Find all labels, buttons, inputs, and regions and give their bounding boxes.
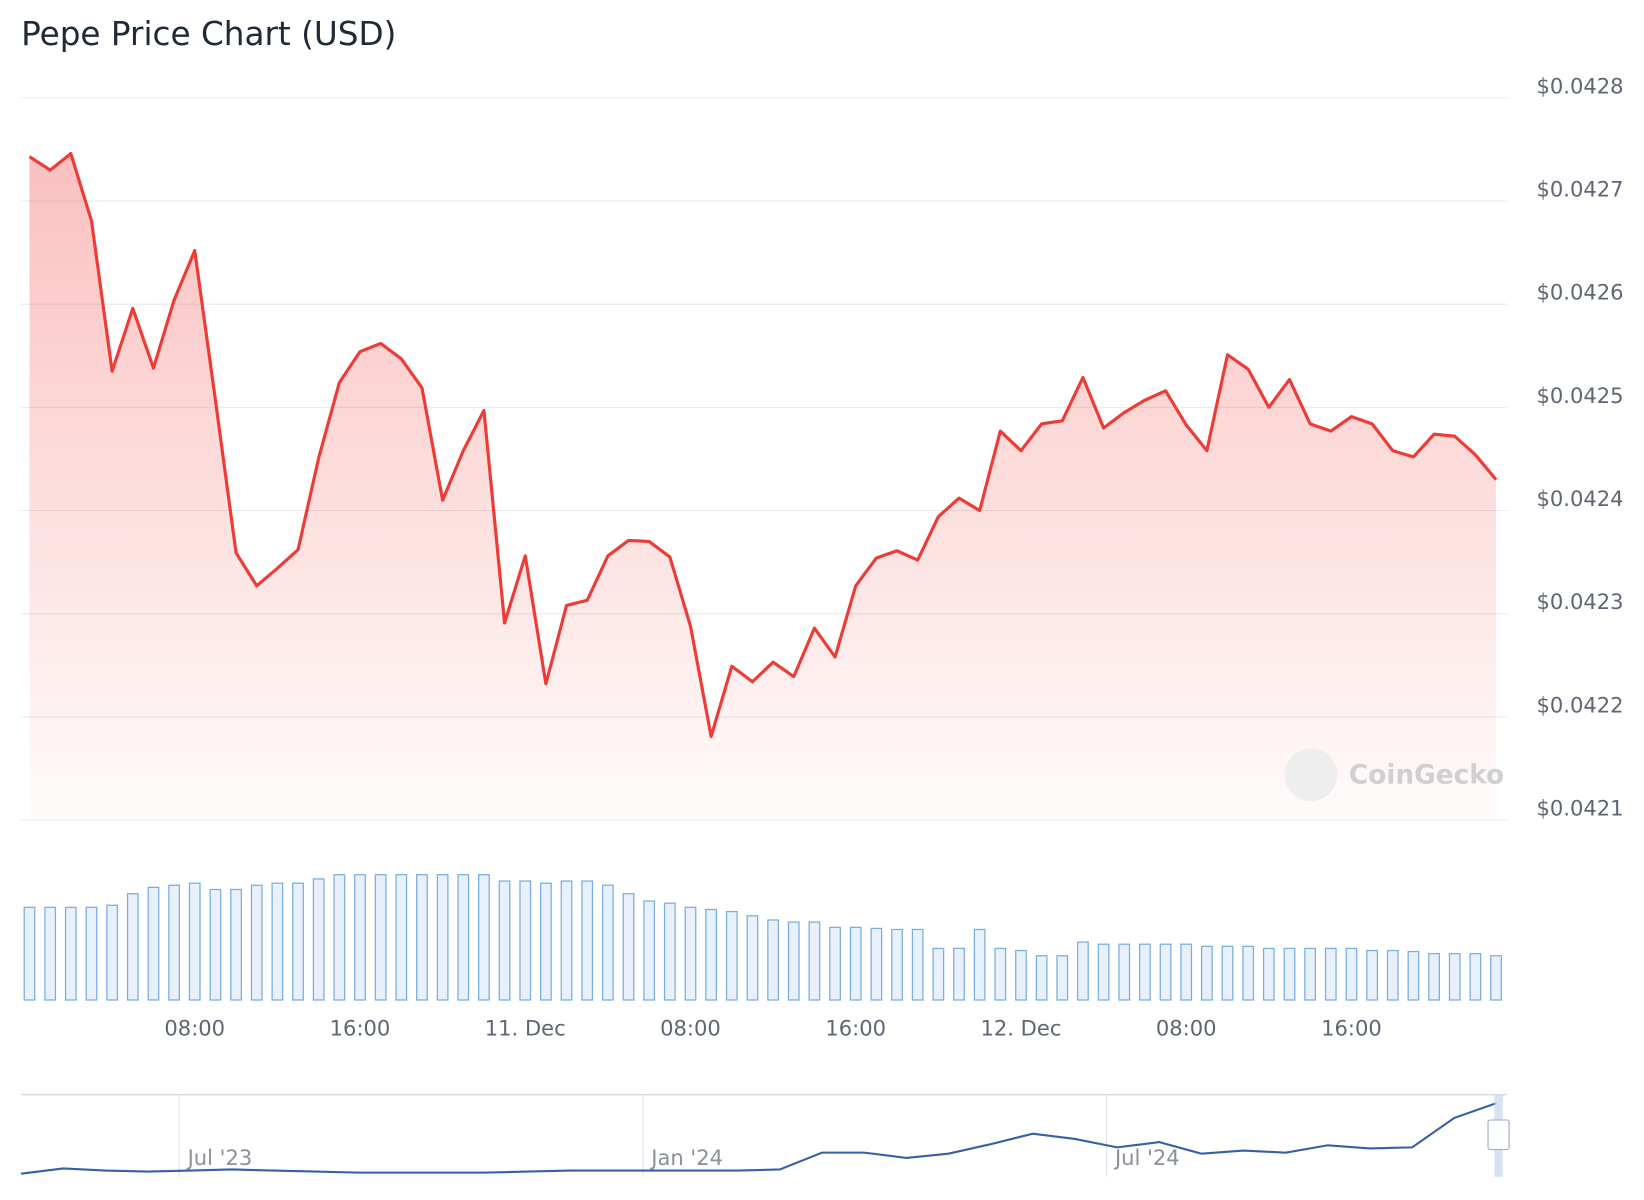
volume-bar <box>188 882 201 1001</box>
navigator-label: Jul '23 <box>186 1145 253 1170</box>
navigator-label: Jul '24 <box>1113 1145 1180 1170</box>
volume-bar <box>870 927 883 1001</box>
volume-bar <box>643 900 656 1001</box>
volume-bar <box>787 921 800 1001</box>
volume-bar <box>767 919 780 1001</box>
volume-bar <box>498 880 511 1001</box>
volume-bar <box>1262 947 1275 1001</box>
volume-bar <box>85 906 98 1001</box>
y-tick-label: $0.0427 <box>1537 177 1624 202</box>
volume-bar <box>147 886 160 1001</box>
volume-bar <box>953 947 965 1001</box>
volume-bar <box>911 928 924 1001</box>
watermark: CoinGecko <box>1284 748 1504 802</box>
volume-bar <box>23 906 36 1001</box>
y-tick-label: $0.0428 <box>1537 73 1624 98</box>
volume-bar <box>519 880 532 1001</box>
volume-bar <box>1428 953 1440 1001</box>
volume-bar <box>1469 953 1482 1001</box>
volume-bar <box>1345 947 1358 1001</box>
volume-bar <box>539 882 552 1001</box>
price-area <box>29 153 1497 821</box>
volume-bar <box>1138 943 1151 1001</box>
volume-bar <box>1490 955 1502 1001</box>
volume-bar <box>581 880 594 1001</box>
volume-bar <box>436 874 449 1001</box>
volume-bar <box>250 884 263 1001</box>
x-tick-label: 12. Dec <box>980 1015 1061 1040</box>
watermark-text: CoinGecko <box>1349 760 1504 790</box>
volume-bar <box>312 878 325 1001</box>
volume-bar <box>973 928 986 1001</box>
volume-bar <box>1035 955 1048 1001</box>
x-tick-label: 08:00 <box>1156 1015 1217 1040</box>
x-tick-label: 16:00 <box>825 1015 886 1040</box>
x-tick-label: 08:00 <box>164 1015 225 1040</box>
y-tick-label: $0.0426 <box>1537 280 1624 305</box>
y-tick-label: $0.0421 <box>1537 795 1624 820</box>
volume-bar <box>230 888 242 1001</box>
volume-bar <box>44 906 57 1001</box>
volume-bar <box>374 874 387 1001</box>
volume-bar <box>1097 943 1110 1001</box>
volume-bar <box>622 893 635 1001</box>
volume-bar <box>271 882 284 1001</box>
x-tick-label: 08:00 <box>660 1015 721 1040</box>
volume-bar <box>106 904 119 1001</box>
volume-bar <box>1159 943 1172 1001</box>
volume-bar <box>209 888 222 1001</box>
volume-bar <box>1448 953 1461 1001</box>
y-tick-label: $0.0423 <box>1537 589 1624 614</box>
volume-bar <box>1242 945 1255 1001</box>
chart-title: Pepe Price Chart (USD) <box>21 15 396 53</box>
volume-bar <box>1056 955 1069 1001</box>
volume-bar <box>705 908 718 1001</box>
y-tick-label: $0.0424 <box>1537 486 1624 511</box>
volume-bar <box>333 874 346 1001</box>
volume-bar <box>1221 945 1234 1001</box>
x-tick-label: 11. Dec <box>485 1015 566 1040</box>
navigator-handle[interactable] <box>1487 1094 1510 1177</box>
x-tick-label: 16:00 <box>1321 1015 1382 1040</box>
volume-bar <box>1200 945 1213 1001</box>
y-tick-label: $0.0422 <box>1537 692 1624 717</box>
volume-bar <box>478 874 490 1001</box>
volume-bar <box>684 906 697 1001</box>
x-tick-label: 16:00 <box>330 1015 391 1040</box>
volume-bar <box>168 884 180 1001</box>
volume-bar <box>457 874 470 1001</box>
volume-bar <box>1118 943 1131 1001</box>
volume-bar <box>292 882 304 1001</box>
navigator-line <box>20 1102 1497 1175</box>
volume-bar <box>1180 943 1193 1001</box>
volume-bar <box>64 906 77 1001</box>
volume-bar <box>932 947 945 1001</box>
volume-bar <box>663 902 676 1001</box>
volume-bar <box>1386 949 1399 1001</box>
volume-bar <box>126 893 139 1001</box>
volume-bar <box>416 874 428 1001</box>
volume-bar <box>354 874 366 1001</box>
volume-bar <box>808 921 821 1001</box>
volume-bar <box>1077 941 1089 1001</box>
volume-bar <box>1015 949 1027 1001</box>
volume-bar <box>829 926 841 1001</box>
volume-bar <box>891 928 903 1001</box>
volume-bar <box>395 874 408 1001</box>
volume-bar <box>560 880 573 1001</box>
navigator-label: Jan '24 <box>649 1145 723 1170</box>
y-tick-label: $0.0425 <box>1537 383 1624 408</box>
volume-bar <box>849 926 862 1001</box>
volume-bar <box>601 884 614 1001</box>
volume-bar <box>1304 947 1317 1001</box>
volume-bar <box>994 947 1007 1001</box>
volume-bar <box>746 915 759 1001</box>
volume-bar <box>1283 947 1296 1001</box>
price-line <box>28 152 1498 739</box>
volume-bar <box>1324 947 1337 1001</box>
volume-bar <box>1366 949 1379 1001</box>
volume-bar <box>725 910 738 1001</box>
volume-bar <box>1407 950 1420 1001</box>
